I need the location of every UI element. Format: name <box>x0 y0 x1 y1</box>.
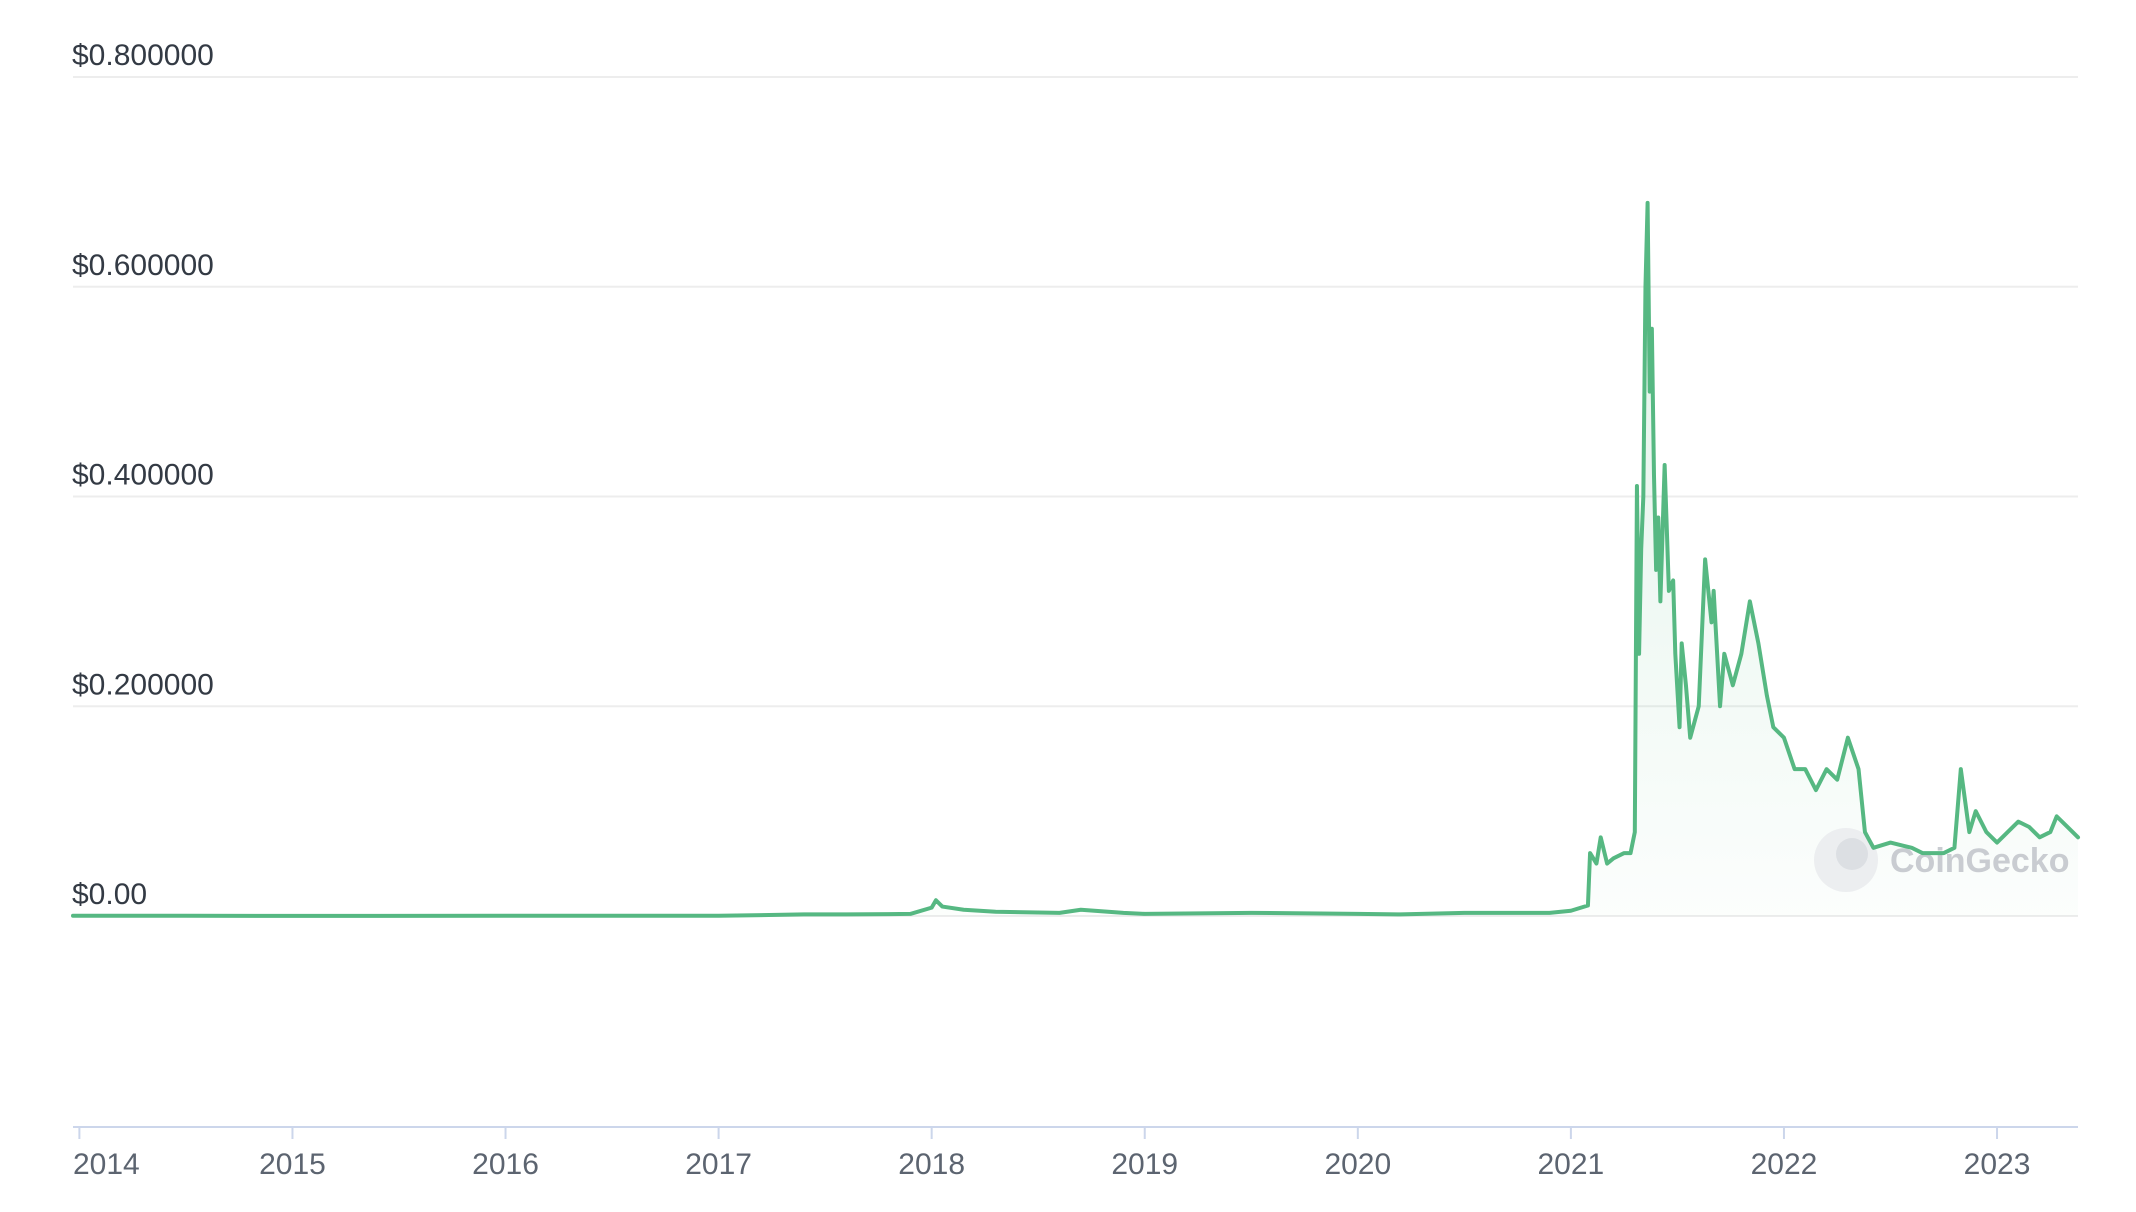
x-tick-label: 2019 <box>1111 1148 1178 1181</box>
y-tick-label: $0.200000 <box>72 668 214 701</box>
x-tick-label: 2023 <box>1964 1148 2031 1181</box>
x-tick-label: 2014 <box>73 1148 140 1181</box>
x-tick-label: 2022 <box>1751 1148 1818 1181</box>
x-tick-label: 2017 <box>685 1148 752 1181</box>
watermark-logo-inner <box>1836 838 1868 870</box>
y-tick-label: $0.600000 <box>72 249 214 282</box>
x-tick-label: 2018 <box>898 1148 965 1181</box>
x-tick-label: 2020 <box>1324 1148 1391 1181</box>
price-line <box>71 200 2080 918</box>
y-tick-label: $0.00 <box>72 878 147 911</box>
watermark: CoinGecko <box>1814 828 2069 892</box>
y-tick-label: $0.800000 <box>72 39 214 72</box>
y-tick-label: $0.400000 <box>72 459 214 492</box>
x-tick-label: 2021 <box>1538 1148 1605 1181</box>
price-area <box>73 202 2078 917</box>
watermark-text: CoinGecko <box>1890 842 2069 880</box>
x-tick-label: 2016 <box>472 1148 539 1181</box>
x-tick-label: 2015 <box>259 1148 326 1181</box>
